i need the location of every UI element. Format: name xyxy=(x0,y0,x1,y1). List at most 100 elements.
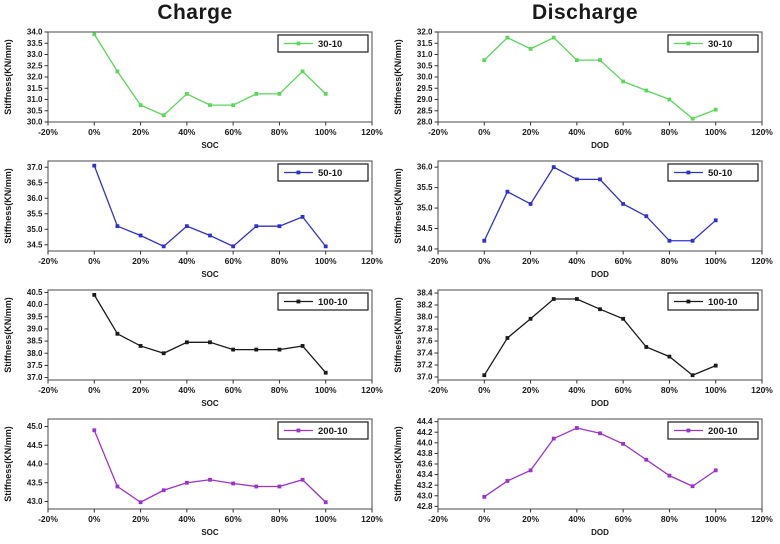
data-point-marker xyxy=(115,331,120,336)
series-30-10 xyxy=(92,32,328,118)
svg-text:20%: 20% xyxy=(522,256,539,266)
data-point-marker xyxy=(300,344,305,348)
svg-text:40%: 40% xyxy=(178,256,195,266)
legend: 100-10 xyxy=(277,292,369,311)
data-point-marker xyxy=(323,500,328,505)
svg-text:-20%: -20% xyxy=(428,514,448,524)
x-axis: -20% 0% 20% 40% 60% 80% 100% 120% xyxy=(38,509,383,524)
chart-discharge-30-10: 28.0 28.5 29.0 29.5 30.0 30.5 31.0 31.5 32.0 -20%… xyxy=(390,28,780,157)
svg-text:37.0: 37.0 xyxy=(27,373,43,382)
data-point-marker xyxy=(482,373,487,378)
data-point-marker xyxy=(254,484,259,489)
svg-text:34.5: 34.5 xyxy=(417,224,433,233)
svg-text:40.5: 40.5 xyxy=(27,288,43,297)
data-point-marker xyxy=(505,189,510,194)
data-point-marker xyxy=(254,91,259,96)
chart-grid: 30.0 30.5 31.0 31.5 32.0 32.5 33.0 33.5 34.0 -20%… xyxy=(0,28,780,544)
data-point-marker xyxy=(482,58,487,63)
svg-text:38.0: 38.0 xyxy=(27,349,43,358)
data-point-marker xyxy=(184,480,189,485)
data-point-marker xyxy=(482,494,487,499)
legend-marker-sample xyxy=(686,428,691,433)
svg-text:44.4: 44.4 xyxy=(417,417,433,426)
legend-label: 200-10 xyxy=(318,426,348,437)
chart-charge-100-10: 37.0 37.5 38.0 38.5 39.0 39.5 40.0 40.5 -20% 0% 20… xyxy=(0,286,390,415)
data-point-marker xyxy=(667,97,672,102)
series-100-10 xyxy=(92,292,328,375)
chart-charge-30-10: 30.0 30.5 31.0 31.5 32.0 32.5 33.0 33.5 34.0 -20%… xyxy=(0,28,390,157)
svg-text:45.0: 45.0 xyxy=(27,422,43,431)
svg-text:0%: 0% xyxy=(478,514,491,524)
data-point-marker xyxy=(713,363,718,368)
svg-text:100%: 100% xyxy=(705,514,727,524)
svg-text:80%: 80% xyxy=(271,127,288,137)
data-point-marker xyxy=(208,477,212,482)
data-point-marker xyxy=(231,481,236,486)
svg-text:0%: 0% xyxy=(88,127,101,137)
svg-text:60%: 60% xyxy=(225,514,242,524)
data-point-marker xyxy=(300,69,305,74)
svg-text:0%: 0% xyxy=(88,385,101,395)
svg-text:60%: 60% xyxy=(615,514,632,524)
chart-svg-50-10: 34.5 35.0 35.5 36.0 36.5 37.0 -20% 0% 20% 40% 60% 8… xyxy=(3,160,383,279)
legend: 30-10 xyxy=(277,34,369,53)
chart-svg-30-10: 28.0 28.5 29.0 29.5 30.0 30.5 31.0 31.5 32.0 -20%… xyxy=(393,28,773,150)
data-point-marker xyxy=(92,292,97,297)
x-axis-label: DOD xyxy=(591,270,609,279)
svg-text:34.0: 34.0 xyxy=(417,245,433,254)
data-point-marker xyxy=(92,428,97,433)
x-axis: -20% 0% 20% 40% 60% 80% 100% 120% xyxy=(428,509,773,524)
svg-text:31.5: 31.5 xyxy=(27,84,43,93)
data-point-marker xyxy=(528,316,533,321)
series-200-10 xyxy=(92,428,328,505)
svg-text:120%: 120% xyxy=(361,385,383,395)
data-point-marker xyxy=(115,224,120,229)
data-point-marker xyxy=(713,218,718,223)
x-axis: -20% 0% 20% 40% 60% 80% 100% 120% xyxy=(38,380,383,395)
svg-text:0%: 0% xyxy=(478,385,491,395)
svg-text:20%: 20% xyxy=(522,385,539,395)
svg-text:35.5: 35.5 xyxy=(417,183,433,192)
column-title-charge: Charge xyxy=(157,1,233,24)
x-axis: -20% 0% 20% 40% 60% 80% 100% 120% xyxy=(38,122,383,137)
svg-text:20%: 20% xyxy=(132,514,149,524)
svg-text:80%: 80% xyxy=(661,514,678,524)
svg-text:100%: 100% xyxy=(315,256,337,266)
svg-text:-20%: -20% xyxy=(38,385,58,395)
svg-text:100%: 100% xyxy=(315,385,337,395)
svg-text:37.2: 37.2 xyxy=(417,361,433,370)
data-point-marker xyxy=(621,316,626,321)
data-point-marker xyxy=(621,441,626,446)
legend-label: 50-10 xyxy=(708,168,732,179)
svg-text:40%: 40% xyxy=(178,514,195,524)
data-point-marker xyxy=(551,436,556,441)
svg-text:-20%: -20% xyxy=(38,127,58,137)
data-point-marker xyxy=(644,345,649,349)
column-title-discharge: Discharge xyxy=(531,1,639,24)
y-axis-label: Stiffness(KN/mm) xyxy=(393,426,403,502)
legend: 50-10 xyxy=(277,163,369,182)
chart-svg-30-10: 30.0 30.5 31.0 31.5 32.0 32.5 33.0 33.5 34.0 -20%… xyxy=(3,28,383,150)
svg-text:38.5: 38.5 xyxy=(27,337,43,346)
y-axis-label: Stiffness(KN/mm) xyxy=(3,39,13,115)
data-point-marker xyxy=(574,426,579,430)
svg-text:0%: 0% xyxy=(88,514,101,524)
svg-text:120%: 120% xyxy=(751,385,773,395)
data-point-marker xyxy=(667,354,672,359)
svg-text:80%: 80% xyxy=(271,385,288,395)
y-axis-label: Stiffness(KN/mm) xyxy=(393,297,403,373)
svg-text:30.0: 30.0 xyxy=(27,118,43,127)
chart-svg-100-10: 37.0 37.2 37.4 37.6 37.8 38.0 38.2 38.4 -20% 0% 20… xyxy=(393,289,773,408)
svg-text:120%: 120% xyxy=(361,127,383,137)
svg-text:80%: 80% xyxy=(271,256,288,266)
data-point-marker xyxy=(231,103,236,108)
svg-text:37.5: 37.5 xyxy=(27,361,43,370)
data-point-marker xyxy=(184,340,189,345)
data-point-marker xyxy=(138,233,143,238)
data-point-marker xyxy=(528,202,533,206)
data-point-marker xyxy=(621,79,626,84)
chart-charge-200-10: 43.0 43.5 44.0 44.5 45.0 -20% 0% 20% 40% 60% 80% 10… xyxy=(0,415,390,544)
column-titles: Charge Discharge xyxy=(0,0,780,28)
x-axis-label: SOC xyxy=(201,270,219,279)
data-point-marker xyxy=(505,35,510,40)
